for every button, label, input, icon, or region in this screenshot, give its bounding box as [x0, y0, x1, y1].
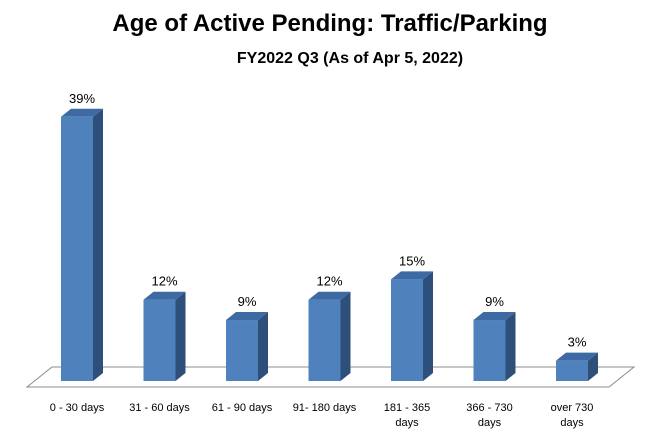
bar-side-face	[423, 271, 433, 381]
bar-top-face	[556, 352, 598, 361]
bar-top-face	[143, 291, 186, 300]
bar-front-face	[143, 299, 176, 381]
bar-top-face	[308, 291, 351, 300]
data-label: 3%	[568, 335, 587, 350]
data-label: 39%	[69, 91, 95, 106]
bar-front-face	[308, 299, 341, 381]
x-tick-label: 61 - 90 days	[212, 402, 273, 414]
x-tick-label-line: 0 - 30 days	[50, 402, 105, 414]
x-tick-label-line: 31 - 60 days	[129, 402, 190, 414]
bar-side-face	[340, 291, 351, 381]
bar-front-face	[556, 360, 588, 381]
bar-top-face	[226, 312, 268, 321]
data-label: 9%	[238, 294, 257, 309]
bar-7	[556, 352, 598, 381]
data-label: 12%	[316, 274, 342, 289]
bar-top-face	[61, 108, 103, 117]
bar-side-face	[175, 291, 186, 381]
chart-subtitle: FY2022 Q3 (As of Apr 5, 2022)	[236, 50, 464, 67]
bar-front-face	[226, 320, 258, 381]
chart-title: Age of Active Pending: Traffic/Parking	[112, 10, 548, 37]
x-tick-label: 91- 180 days	[293, 402, 357, 414]
data-labels-group: 39% 12% 9% 12% 15% 9% 3%	[69, 91, 587, 350]
bar-3	[226, 312, 268, 381]
x-tick-label-line: days	[478, 417, 502, 429]
bar-5	[391, 271, 433, 381]
bar-4	[308, 291, 351, 381]
x-tick-label-line: days	[560, 417, 584, 429]
bar-side-face	[588, 352, 598, 381]
bar-top-face	[473, 312, 516, 321]
data-label: 9%	[485, 294, 504, 309]
bar-front-face	[61, 116, 93, 382]
x-tick-label-line: over 730	[551, 402, 594, 414]
x-tick-label-line: days	[395, 417, 419, 429]
bar-side-face	[93, 108, 103, 382]
bar-6	[473, 312, 516, 381]
x-tick-label: over 730 days	[551, 402, 594, 429]
x-tick-label: 181 - 365 days	[384, 402, 430, 429]
data-label: 15%	[399, 253, 425, 268]
x-tick-label-line: 366 - 730	[466, 402, 512, 414]
bar-top-face	[391, 271, 433, 280]
x-tick-label-line: 61 - 90 days	[212, 402, 273, 414]
bar-1	[61, 108, 103, 382]
x-tick-label-line: 91- 180 days	[293, 402, 357, 414]
x-tick-label: 0 - 30 days	[50, 402, 105, 414]
x-tick-label: 31 - 60 days	[129, 402, 190, 414]
data-label: 12%	[151, 274, 177, 289]
bar-side-face	[505, 312, 516, 381]
bar-front-face	[473, 320, 506, 381]
bar-side-face	[258, 312, 268, 381]
x-axis-labels-group: 0 - 30 days 31 - 60 days 61 - 90 days 91- 1…	[50, 402, 594, 429]
x-tick-label: 366 - 730 days	[466, 402, 512, 429]
bar-2	[143, 291, 186, 381]
x-tick-label-line: 181 - 365	[384, 402, 430, 414]
bars-group	[61, 108, 598, 382]
bar-front-face	[391, 279, 423, 381]
